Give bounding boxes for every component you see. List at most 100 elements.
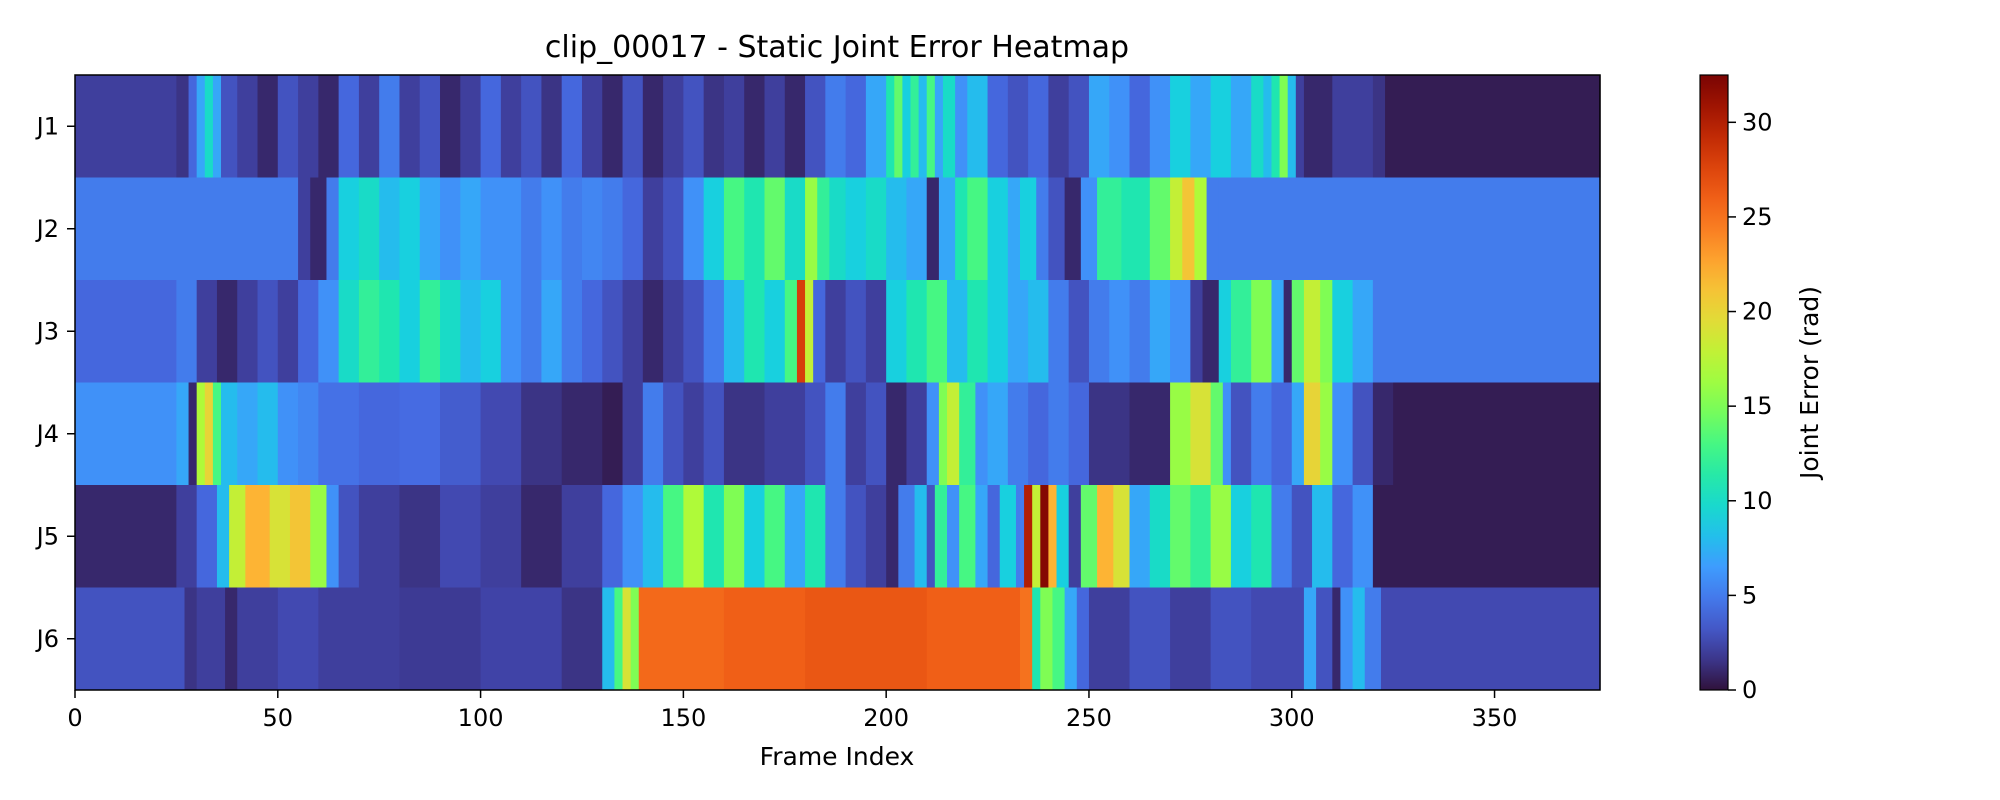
heatmap-cell-j4-19: [622, 382, 644, 485]
heatmap-cell-j5-3: [216, 485, 230, 588]
heatmap-cell-j5-57: [1251, 485, 1273, 588]
heatmap-cell-j3-46: [1048, 280, 1070, 383]
heatmap-cell-j5-25: [764, 485, 786, 588]
heatmap-cell-j3-31: [784, 280, 798, 383]
heatmap-cell-j1-64: [1271, 75, 1281, 178]
heatmap-cell-j4-21: [663, 382, 684, 485]
heatmap-cell-j4-2: [188, 382, 198, 485]
heatmap-cell-j5-36: [947, 485, 960, 588]
heatmap-cell-j1-69: [1332, 75, 1374, 178]
heatmap-cell-j2-19: [663, 177, 684, 280]
heatmap-cell-j2-51: [1218, 177, 1601, 280]
heatmap-cell-j2-34: [938, 177, 956, 280]
heatmap-cell-j5-15: [521, 485, 563, 588]
heatmap-cell-j5-6: [269, 485, 291, 588]
heatmap-cell-j2-32: [906, 177, 928, 280]
heatmap-cell-j3-40: [926, 280, 948, 383]
heatmap-cell-j4-47: [1222, 382, 1232, 485]
heatmap-cell-j1-19: [480, 75, 502, 178]
heatmap-cell-j2-22: [723, 177, 745, 280]
heatmap-cell-j5-9: [326, 485, 340, 588]
heatmap-cell-j5-2: [196, 485, 218, 588]
heatmap-cell-j1-50: [1007, 75, 1029, 178]
heatmap-cell-j1-39: [886, 75, 895, 178]
heatmap-cell-j6-9: [561, 587, 603, 690]
heatmap-cell-j4-37: [987, 382, 1009, 485]
heatmap-cell-j5-53: [1170, 485, 1191, 588]
heatmap-cell-j1-14: [379, 75, 401, 178]
y-tick-label: J6: [35, 625, 59, 653]
heatmap-cell-j2-12: [521, 177, 543, 280]
heatmap-cell-j1-62: [1251, 75, 1264, 178]
heatmap-cell-j6-27: [1210, 587, 1252, 690]
heatmap-cell-j1-37: [845, 75, 867, 178]
heatmap-cell-j1-1: [176, 75, 190, 178]
heatmap-cell-j1-6: [221, 75, 238, 178]
heatmap-cell-j5-32: [898, 485, 916, 588]
heatmap-cell-j6-4: [237, 587, 279, 690]
heatmap-cell-j2-3: [326, 177, 340, 280]
heatmap-cell-j6-2: [196, 587, 226, 690]
heatmap-cell-j1-10: [298, 75, 319, 178]
heatmap-cell-j4-44: [1170, 382, 1191, 485]
heatmap-cell-j2-9: [440, 177, 461, 280]
heatmap-cell-j1-26: [622, 75, 644, 178]
heatmap-cell-j4-36: [975, 382, 989, 485]
heatmap-cell-j3-61: [1303, 280, 1321, 383]
heatmap-cell-j4-15: [480, 382, 522, 485]
heatmap-cell-j5-26: [784, 485, 806, 588]
heatmap-cell-j6-33: [1352, 587, 1366, 690]
heatmap-cell-j3-65: [1372, 280, 1601, 383]
heatmap-cell-j3-20: [561, 280, 583, 383]
heatmap-cell-j2-43: [1080, 177, 1098, 280]
heatmap-cell-j1-56: [1129, 75, 1151, 178]
colorbar-tick-label: 5: [1742, 581, 1757, 609]
heatmap-cell-j3-36: [845, 280, 867, 383]
heatmap-cell-j6-7: [399, 587, 482, 690]
heatmap-cell-j4-14: [440, 382, 482, 485]
x-tick-label: 200: [863, 704, 909, 732]
heatmap-cell-j4-55: [1352, 382, 1374, 485]
heatmap-cell-j5-35: [934, 485, 948, 588]
heatmap-cell-j2-16: [602, 177, 624, 280]
heatmap-cell-j3-8: [318, 280, 340, 383]
heatmap-cell-j2-11: [480, 177, 522, 280]
heatmap-cell-j2-2: [310, 177, 328, 280]
heatmap-cell-j3-25: [663, 280, 684, 383]
heatmap-cell-j3-28: [723, 280, 745, 383]
heatmap-cell-j3-41: [947, 280, 968, 383]
x-tick-label: 150: [660, 704, 706, 732]
heatmap-cell-j1-16: [419, 75, 441, 178]
heatmap-cell-j3-5: [257, 280, 279, 383]
heatmap-cell-j4-56: [1372, 382, 1394, 485]
heatmap-cell-j6-30: [1316, 587, 1333, 690]
heatmap-cell-j4-20: [642, 382, 664, 485]
heatmap-cell-j6-17: [926, 587, 1021, 690]
heatmap-cell-j6-22: [1064, 587, 1078, 690]
heatmap-cell-j2-20: [683, 177, 705, 280]
heatmap-cell-j3-10: [358, 280, 380, 383]
heatmap-cell-j5-31: [886, 485, 899, 588]
heatmap-cell-j2-38: [1007, 177, 1021, 280]
heatmap-cell-j2-1: [298, 177, 311, 280]
heatmap-cell-j5-24: [744, 485, 766, 588]
heatmap-cell-j3-23: [622, 280, 644, 383]
y-tick-label: J5: [35, 522, 59, 550]
heatmap-cell-j5-54: [1190, 485, 1212, 588]
y-tick-label: J3: [35, 317, 59, 345]
heatmap-cell-j4-0: [75, 382, 177, 485]
heatmap-cell-j3-39: [906, 280, 928, 383]
heatmap-cell-j1-35: [805, 75, 826, 178]
heatmap-cell-j4-29: [865, 382, 887, 485]
heatmap-cell-j4-11: [318, 382, 360, 485]
heatmap-cell-j1-57: [1149, 75, 1171, 178]
heatmap-cell-j4-25: [764, 382, 806, 485]
heatmap-cell-j1-66: [1287, 75, 1297, 178]
heatmap-cell-j4-22: [683, 382, 705, 485]
heatmap-cell-j5-4: [229, 485, 246, 588]
heatmap-cell-j5-20: [663, 485, 684, 588]
heatmap-cell-j1-4: [204, 75, 214, 178]
heatmap-cell-j1-49: [987, 75, 1009, 178]
heatmap-cell-j4-57: [1393, 382, 1601, 485]
heatmap-cell-j3-64: [1352, 280, 1374, 383]
